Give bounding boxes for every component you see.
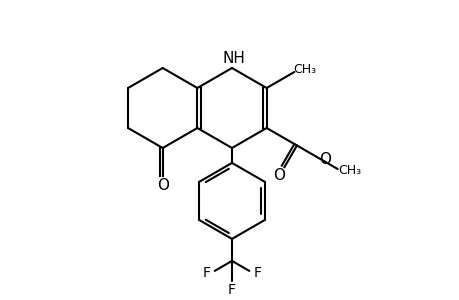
Text: F: F [202, 266, 210, 280]
Text: O: O [157, 178, 168, 194]
Text: CH₃: CH₃ [292, 63, 316, 76]
Text: F: F [253, 266, 261, 280]
Text: CH₃: CH₃ [337, 164, 361, 178]
Text: O: O [273, 168, 285, 183]
Text: F: F [228, 283, 235, 297]
Text: O: O [318, 152, 330, 166]
Text: NH: NH [222, 51, 245, 66]
